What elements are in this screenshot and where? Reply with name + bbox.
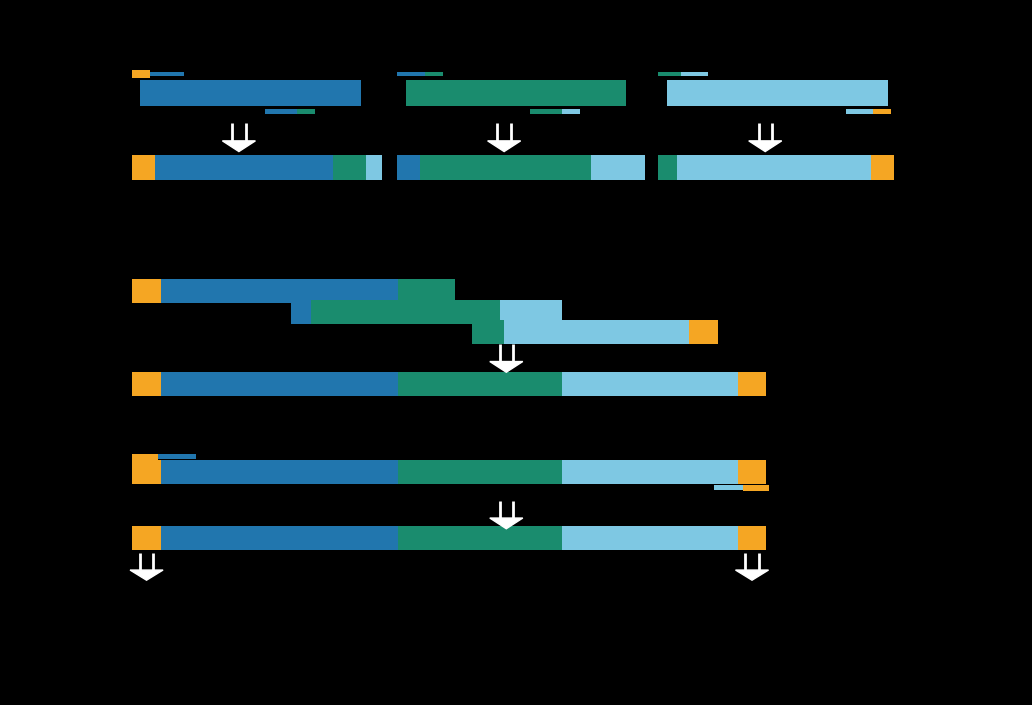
Bar <box>689 320 718 344</box>
Bar <box>397 155 420 180</box>
Bar <box>132 454 158 460</box>
Bar <box>561 460 738 484</box>
Bar <box>738 460 767 484</box>
Bar <box>505 320 689 344</box>
Polygon shape <box>490 362 523 372</box>
Bar <box>155 155 332 180</box>
Bar <box>132 155 155 180</box>
Bar <box>530 109 562 114</box>
Bar <box>561 372 738 396</box>
Bar <box>677 155 871 180</box>
Bar <box>424 71 443 76</box>
Bar <box>420 155 591 180</box>
Bar <box>132 70 151 78</box>
Bar <box>151 71 185 76</box>
Bar <box>738 526 767 550</box>
Polygon shape <box>736 570 769 580</box>
Bar <box>297 109 315 114</box>
Bar <box>332 155 366 180</box>
Polygon shape <box>487 141 520 152</box>
Bar <box>658 155 677 180</box>
Bar <box>132 460 161 484</box>
Bar <box>714 485 743 491</box>
Polygon shape <box>223 141 256 152</box>
Bar <box>161 460 397 484</box>
Polygon shape <box>490 518 523 529</box>
Bar <box>591 155 634 180</box>
Bar <box>312 300 501 324</box>
Bar <box>667 80 888 106</box>
Bar <box>397 460 561 484</box>
Bar <box>161 526 397 550</box>
Bar <box>561 526 738 550</box>
Bar <box>397 279 455 303</box>
Bar <box>132 279 161 303</box>
Bar <box>161 372 397 396</box>
Bar <box>562 109 580 114</box>
Bar <box>738 372 767 396</box>
Bar <box>501 300 561 324</box>
Bar <box>291 300 312 324</box>
Bar <box>397 526 561 550</box>
Bar <box>846 109 873 114</box>
Bar <box>132 372 161 396</box>
Bar <box>472 320 505 344</box>
Bar <box>161 279 397 303</box>
Bar <box>397 372 561 396</box>
Bar <box>265 109 297 114</box>
Bar <box>873 109 892 114</box>
Bar <box>743 485 769 491</box>
Bar <box>634 155 645 180</box>
Bar <box>397 71 424 76</box>
Bar <box>140 80 361 106</box>
Bar <box>366 155 382 180</box>
Polygon shape <box>130 570 163 580</box>
Bar <box>871 155 894 180</box>
Bar <box>158 454 196 460</box>
Bar <box>681 71 708 76</box>
Bar <box>658 71 681 76</box>
Bar <box>132 526 161 550</box>
Bar <box>406 80 626 106</box>
Polygon shape <box>749 141 782 152</box>
